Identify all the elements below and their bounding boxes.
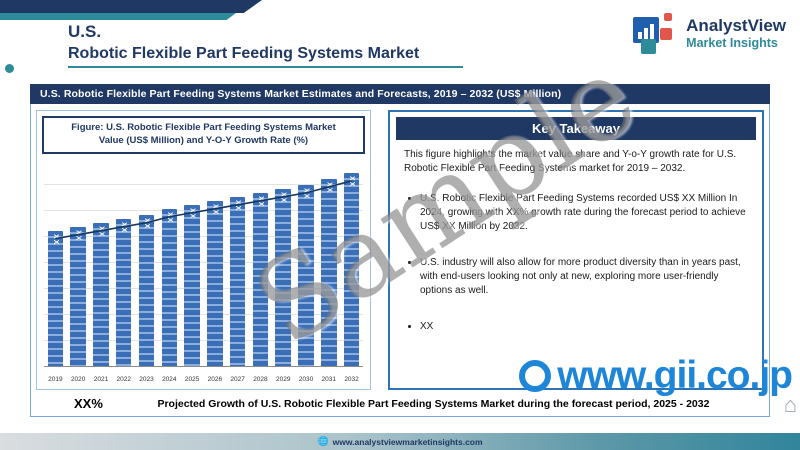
footer-url[interactable]: www.analystviewmarketinsights.com	[332, 436, 483, 447]
bar-2024: XX	[158, 167, 181, 366]
figure-caption: Figure: U.S. Robotic Flexible Part Feedi…	[42, 116, 365, 154]
bar-2030: XX	[295, 167, 318, 366]
bar-2021: XX	[90, 167, 113, 366]
home-icon[interactable]: ⌂	[783, 392, 797, 417]
teal-dot	[5, 64, 14, 73]
key-takeaway-body: This figure highlights the market value …	[390, 140, 762, 334]
page-title-region: U.S.	[68, 22, 102, 41]
x-tick-2029: 2029	[275, 376, 291, 383]
key-takeaway-panel: Key Takeaway This figure highlights the …	[388, 110, 764, 390]
x-tick-2032: 2032	[344, 376, 359, 383]
footer-bar: 🌐 www.analystviewmarketinsights.com	[0, 433, 800, 450]
x-tick-2022: 2022	[116, 376, 131, 383]
bar-value-label: XX	[256, 195, 264, 208]
figure-caption-line2: Value (US$ Million) and Y-O-Y Growth Rat…	[98, 134, 309, 146]
x-tick-2023: 2023	[139, 376, 154, 383]
projected-growth-stat: XX%	[74, 396, 103, 411]
bar-value-label: XX	[302, 187, 310, 200]
bar-2027: XX	[226, 167, 249, 366]
logo-name: AnalystView	[686, 16, 786, 35]
bar-2025: XX	[181, 167, 204, 366]
logo-text: AnalystView Market Insights	[686, 16, 786, 50]
header-ribbon-teal	[0, 13, 236, 20]
bar-value-label: XX	[234, 199, 242, 212]
bar-2031: XX	[317, 167, 340, 366]
x-tick-2024: 2024	[162, 376, 177, 383]
header-ribbon-navy	[0, 0, 262, 13]
bar-chart-plot: XX XX XX XX XX XX XX XX XX XX XX XX XX XX	[44, 167, 363, 367]
x-tick-2031: 2031	[321, 376, 336, 383]
x-tick-2020: 2020	[70, 376, 86, 383]
x-tick-2030: 2030	[298, 376, 314, 383]
figure-caption-line1: Figure: U.S. Robotic Flexible Part Feedi…	[71, 122, 336, 133]
takeaway-intro: This figure highlights the market value …	[404, 149, 737, 174]
bar-2029: XX	[272, 167, 295, 366]
bar-value-label: XX	[348, 175, 356, 188]
page-title: U.S. Robotic Flexible Part Feeding Syste…	[68, 22, 419, 63]
x-tick-2026: 2026	[207, 376, 223, 383]
bar-value-label: XX	[188, 207, 196, 220]
bar-2019: XX	[44, 167, 67, 366]
analystview-logo: AnalystView Market Insights	[633, 10, 786, 56]
bar-2028: XX	[249, 167, 272, 366]
bar-value-label: XX	[120, 221, 128, 234]
bar-2020: XX	[67, 167, 90, 366]
bar-value-label: XX	[97, 225, 105, 238]
report-banner: U.S. Robotic Flexible Part Feeding Syste…	[30, 84, 770, 104]
bar-2022: XX	[112, 167, 135, 366]
title-underline	[68, 66, 463, 68]
takeaway-bullet: XX	[420, 320, 748, 334]
takeaway-bullet: U.S. Robotic Flexible Part Feeding Syste…	[420, 192, 748, 234]
x-tick-2025: 2025	[184, 376, 200, 383]
bar-value-label: XX	[74, 229, 82, 242]
bar-value-label: XX	[51, 233, 59, 246]
chart-panel: Figure: U.S. Robotic Flexible Part Feedi…	[36, 110, 371, 390]
key-takeaway-header: Key Takeaway	[396, 117, 756, 140]
bar-group: XX XX XX XX XX XX XX XX XX XX XX XX XX XX	[44, 167, 363, 366]
takeaway-bullet: U.S. industry will also allow for more p…	[420, 256, 748, 298]
bar-value-label: XX	[165, 211, 173, 224]
bar-2023: XX	[135, 167, 158, 366]
bar-value-label: XX	[211, 203, 219, 216]
bar-value-label: XX	[325, 181, 333, 194]
globe-icon: 🌐	[317, 436, 329, 446]
page-title-market: Robotic Flexible Part Feeding Systems Ma…	[68, 45, 420, 62]
x-axis-labels: 2019 2020 2021 2022 2023 2024 2025 2026 2027 2028…	[44, 376, 363, 383]
x-tick-2027: 2027	[230, 376, 245, 383]
projected-growth-caption: Projected Growth of U.S. Robotic Flexibl…	[157, 397, 710, 410]
logo-tagline: Market Insights	[686, 36, 778, 50]
bar-chart-logo-icon	[633, 10, 677, 56]
takeaway-bullet-list: U.S. Robotic Flexible Part Feeding Syste…	[404, 192, 748, 334]
bar-value-label: XX	[279, 191, 287, 204]
bar-2026: XX	[203, 167, 226, 366]
x-tick-2019: 2019	[48, 376, 63, 383]
bottom-note: XX% Projected Growth of U.S. Robotic Fle…	[36, 396, 764, 411]
x-tick-2021: 2021	[93, 376, 109, 383]
x-tick-2028: 2028	[253, 376, 268, 383]
bar-2032: XX	[340, 167, 363, 366]
bar-value-label: XX	[143, 217, 150, 230]
